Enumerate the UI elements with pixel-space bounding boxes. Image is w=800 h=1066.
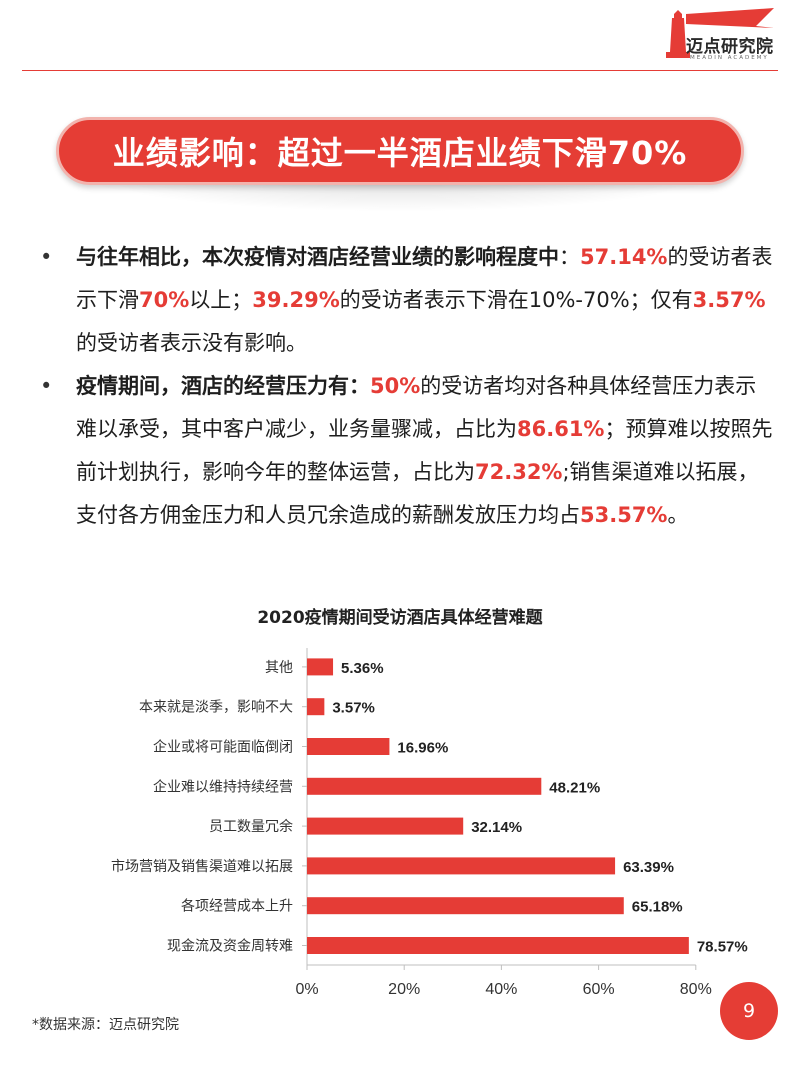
data-source-note: *数据来源：迈点研究院	[32, 1017, 179, 1033]
x-tick-label: 80%	[680, 981, 712, 998]
bar	[307, 658, 334, 676]
bar	[307, 698, 325, 716]
category-label: 市场营销及销售渠道难以拓展	[111, 858, 293, 875]
highlight-value: 70%	[139, 288, 190, 312]
value-label: 65.18%	[632, 899, 683, 916]
value-label: 48.21%	[549, 779, 600, 796]
bar	[307, 777, 542, 795]
category-label: 员工数量冗余	[209, 818, 293, 835]
bullet-text: ；预算难以按照先前计划执行，影响今年的整体运营，占比为	[76, 417, 773, 484]
bar-chart: 0% 20% 40% 60% 80% 其他 5.36% 本来就是淡季，影响不大 3.57% 企业或…	[111, 648, 748, 998]
bullet-text: ：	[559, 245, 580, 269]
bullet-item-pressure: 疫情期间，酒店的经营压力有：50%的受访者均对各种具体经营压力表示难以承受，其中…	[40, 365, 775, 537]
section-title: 业绩影响：超过一半酒店业绩下滑70%	[112, 134, 688, 172]
category-label: 本来就是淡季，影响不大	[139, 700, 293, 716]
value-label: 16.96%	[397, 740, 448, 757]
bar	[307, 897, 624, 915]
bullet-text: 的受访者表示没有影响。	[76, 331, 307, 355]
section-banner: 业绩影响：超过一半酒店业绩下滑70%	[56, 117, 744, 185]
x-tick-label: 20%	[388, 981, 420, 998]
x-tick-label: 0%	[295, 981, 318, 998]
bar	[307, 817, 464, 835]
bullet-text: 以上；	[189, 288, 253, 312]
brand-subtitle: MEADIN ACADEMY	[690, 55, 769, 61]
value-label: 3.57%	[332, 700, 375, 717]
value-label: 5.36%	[341, 660, 384, 677]
bullet-text: ;销售渠道难以拓展，支付各方佣金压力和人员冗余造成的薪酬发放压力均占	[76, 460, 759, 527]
page-number: 9	[720, 982, 778, 1040]
highlight-value: 53.57%	[580, 503, 668, 527]
lighthouse-icon	[666, 10, 690, 58]
bullet-list: 与往年相比，本次疫情对酒店经营业绩的影响程度中：57.14%的受访者表示下滑70…	[40, 236, 775, 537]
chart-title: 2020疫情期间受访酒店具体经营难题	[257, 608, 543, 628]
bar	[307, 857, 616, 875]
brand-name: 迈点研究院	[686, 37, 774, 57]
highlight-value: 50%	[370, 374, 421, 398]
category-label: 企业难以维持持续经营	[153, 778, 293, 795]
bar	[307, 937, 689, 954]
category-label: 现金流及资金周转难	[167, 939, 293, 955]
highlight-value: 3.57%	[692, 288, 766, 312]
header-divider	[22, 70, 778, 71]
bar	[307, 738, 390, 755]
bullet-text: 。	[667, 503, 689, 527]
highlight-value: 86.61%	[517, 417, 605, 441]
bullet-item-performance: 与往年相比，本次疫情对酒店经营业绩的影响程度中：57.14%的受访者表示下滑70…	[40, 236, 775, 365]
category-label: 其他	[265, 660, 293, 676]
x-tick-label: 60%	[583, 981, 615, 998]
category-label: 企业或将可能面临倒闭	[153, 739, 293, 756]
highlight-value: 57.14%	[580, 245, 668, 269]
brand-logo	[666, 8, 774, 58]
category-label: 各项经营成本上升	[181, 899, 293, 915]
value-label: 63.39%	[623, 859, 674, 876]
bullet-lead: 疫情期间，酒店的经营压力有：	[76, 374, 370, 398]
x-tick-label: 40%	[485, 981, 517, 998]
highlight-value: 39.29%	[252, 288, 340, 312]
bullet-text: 的受访者均对各种具体经营压力表示难以承受，其中客户减少，业务量骤减，占比为	[76, 374, 757, 441]
flag-icon	[686, 8, 774, 28]
bullet-text: 的受访者表示下滑在10%-70%；仅有	[339, 288, 693, 312]
value-label: 78.57%	[697, 939, 748, 956]
bullet-lead: 与往年相比，本次疫情对酒店经营业绩的影响程度中	[76, 245, 559, 269]
bullet-text: 的受访者表示下滑	[76, 245, 773, 312]
value-label: 32.14%	[471, 819, 522, 836]
highlight-value: 72.32%	[475, 460, 563, 484]
